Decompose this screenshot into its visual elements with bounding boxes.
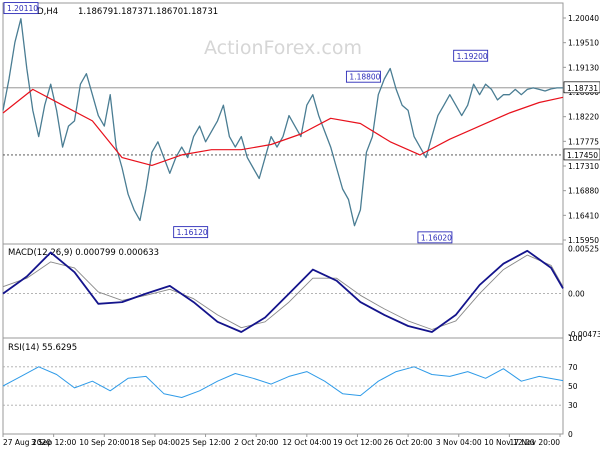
macd-ytick-label: 0.00525 xyxy=(568,245,599,254)
ohlc-close: 1.18731 xyxy=(183,7,218,17)
annotation-label: 1.16020 xyxy=(421,233,452,242)
x-tick-label: 27 Aug 2020 xyxy=(3,438,51,447)
annotation-box xyxy=(417,231,453,244)
price-ytick-label: 1.16410 xyxy=(568,211,599,220)
price-ytick-label: 1.19130 xyxy=(568,63,599,72)
price-ytick-label: 1.16880 xyxy=(568,187,599,196)
macd-series xyxy=(2,249,564,333)
annotation-label: 1.16120 xyxy=(177,228,208,237)
x-tick-label: 26 Oct 20:00 xyxy=(384,438,433,447)
annotation-label: 1.18800 xyxy=(349,73,380,82)
rsi-series xyxy=(2,366,564,398)
ma-series xyxy=(2,88,564,166)
rsi-ytick-label: 30 xyxy=(568,401,578,410)
price-ytick-label: 1.17775 xyxy=(568,137,599,146)
price-ytick-label: 1.15950 xyxy=(568,236,599,245)
x-tick-label: 25 Sep 12:00 xyxy=(181,438,231,447)
annotation-box xyxy=(345,70,381,83)
macd-ytick-label: 0.00 xyxy=(568,290,585,299)
x-tick-label: 2 Oct 20:00 xyxy=(234,438,278,447)
price-ytick-label: 1.20040 xyxy=(568,14,599,23)
annotation-group: 1.20110 1.16120 1.18800 1.19200 1.16020 xyxy=(3,2,489,244)
support-price-tag: 1.17450 xyxy=(567,151,598,160)
annotation-label: 1.19200 xyxy=(457,52,488,61)
rsi-ytick-label: 0 xyxy=(568,430,573,439)
x-tick-label: 18 Sep 04:00 xyxy=(130,438,180,447)
current-price-tag-box xyxy=(563,81,600,94)
annotation-box xyxy=(173,226,209,239)
x-tick-label: 3 Nov 04:00 xyxy=(436,438,482,447)
x-tick-label: 3 Sep 12:00 xyxy=(31,438,77,447)
rsi-ytick-label: 100 xyxy=(568,334,583,343)
x-tick-label: 19 Oct 12:00 xyxy=(333,438,382,447)
x-tick-label: 12 Oct 04:00 xyxy=(282,438,331,447)
price-ytick-label: 1.19510 xyxy=(568,39,599,48)
grid-lines xyxy=(3,87,563,406)
x-tick-label: 10 Nov 12:00 xyxy=(484,438,535,447)
macd-label: MACD(12,26,9) 0.000799 0.000633 xyxy=(8,248,159,258)
x-tick-label: 17 Nov 20:00 xyxy=(509,438,560,447)
macd-ytick-label: -0.004732 xyxy=(568,330,600,339)
rsi-ytick-label: 70 xyxy=(568,363,578,372)
series-group xyxy=(2,18,564,398)
macd-signal-series xyxy=(2,254,564,330)
price-ytick-label: 1.17310 xyxy=(568,162,599,171)
x-tick-label: 10 Sep 20:00 xyxy=(79,438,129,447)
rsi-label: RSI(14) 55.6295 xyxy=(8,343,77,353)
annotation-box xyxy=(453,49,489,62)
ohlc-low: 1.18670 xyxy=(148,7,183,17)
watermark: ActionForex.com xyxy=(204,37,362,59)
annotation-box xyxy=(3,2,39,15)
price-series xyxy=(2,18,563,227)
macd-panel-frame xyxy=(2,243,564,339)
support-price-tag-box xyxy=(563,148,600,161)
ohlc-high: 1.18737 xyxy=(113,7,148,17)
price-ytick-label: 1.18220 xyxy=(568,113,599,122)
ohlc-open: 1.18679 xyxy=(78,7,113,17)
y-axis-group: 1.200401.195101.191301.186001.182201.177… xyxy=(563,14,600,439)
annotation-label: 1.20110 xyxy=(7,4,38,13)
current-price-tag: 1.18731 xyxy=(567,84,598,93)
rsi-ytick-label: 50 xyxy=(568,382,578,391)
